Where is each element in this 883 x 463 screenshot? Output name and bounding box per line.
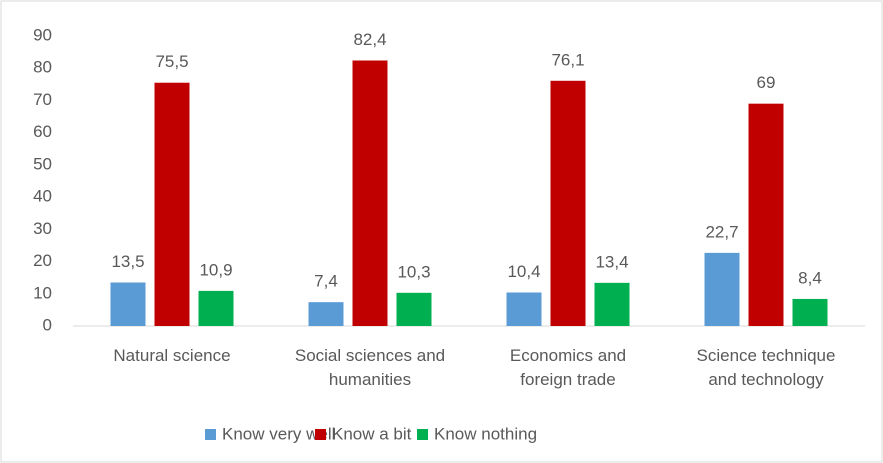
data-label: 10,4: [507, 262, 540, 281]
data-label: 76,1: [551, 50, 584, 69]
bar: [308, 302, 344, 326]
y-tick-label: 60: [33, 122, 52, 141]
x-tick-label: Natural science: [113, 346, 231, 365]
y-tick-label: 30: [33, 219, 52, 238]
data-label: 13,5: [111, 252, 144, 271]
y-tick-label: 70: [33, 90, 52, 109]
bar: [506, 292, 542, 326]
bar: [154, 82, 190, 326]
legend-label: Know a bit: [332, 424, 412, 443]
x-tick-label: Social sciences and humanities: [294, 346, 446, 389]
bar: [110, 282, 146, 326]
data-label: 75,5: [155, 52, 188, 71]
legend-label: Know nothing: [434, 424, 537, 443]
data-label: 10,3: [397, 262, 430, 281]
y-tick-label: 20: [33, 251, 52, 270]
bar: [396, 292, 432, 326]
data-label: 69: [757, 73, 776, 92]
x-tick-label: Economics and foreign trade: [509, 346, 627, 389]
legend-swatch: [205, 429, 216, 440]
legend-swatch: [315, 429, 326, 440]
bar: [594, 282, 630, 326]
y-tick-label: 40: [33, 187, 52, 206]
data-label: 82,4: [353, 30, 386, 49]
bar: [704, 252, 740, 326]
data-label: 13,4: [595, 252, 628, 271]
bar: [550, 80, 586, 327]
y-tick-label: 80: [33, 58, 52, 77]
data-label: 22,7: [705, 222, 738, 241]
data-label: 7,4: [314, 272, 338, 291]
y-tick-label: 50: [33, 154, 52, 173]
bar: [748, 103, 784, 327]
legend-label: Know very well: [222, 424, 335, 443]
bar: [198, 290, 234, 326]
y-tick-label: 0: [43, 315, 52, 334]
y-tick-label: 90: [33, 25, 52, 44]
legend-swatch: [417, 429, 428, 440]
data-label: 8,4: [798, 268, 822, 287]
y-tick-label: 10: [33, 283, 52, 302]
x-tick-label: Science technique and technology: [696, 346, 836, 389]
bar: [792, 298, 828, 326]
bar: [352, 60, 388, 326]
data-label: 10,9: [199, 260, 232, 279]
